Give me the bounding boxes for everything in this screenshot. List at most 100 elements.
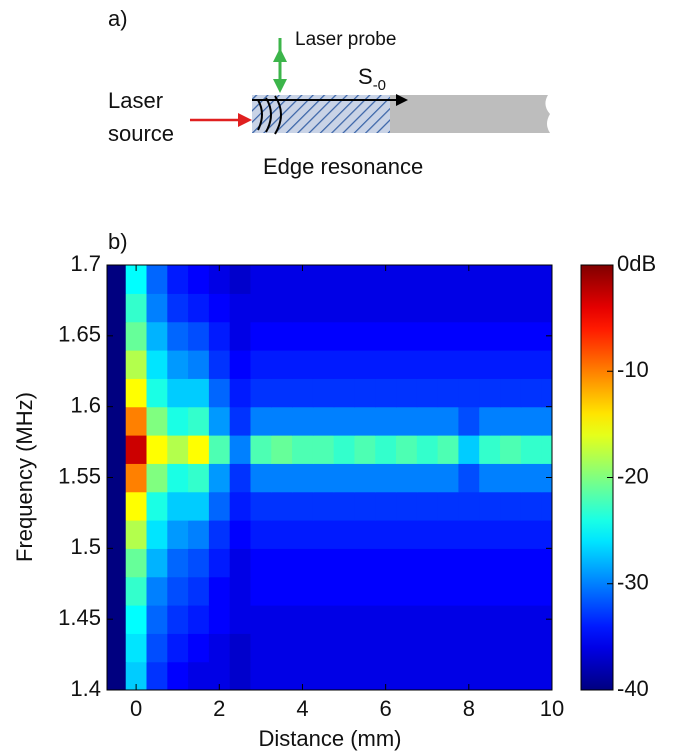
probe-label: Laser probe	[295, 29, 396, 50]
heat-cell	[333, 350, 356, 379]
heat-cell	[146, 520, 168, 549]
heat-cell	[500, 321, 522, 351]
heat-cell	[333, 605, 356, 634]
heat-cell	[229, 661, 252, 690]
x-tick-label: 4	[296, 696, 308, 721]
heat-cell	[229, 321, 252, 351]
x-tick-label: 6	[380, 696, 392, 721]
heat-cell	[188, 548, 210, 578]
heat-cell	[479, 463, 501, 493]
y-tick-label: 1.4	[70, 676, 101, 701]
heat-cell	[458, 661, 480, 690]
heat-cell	[437, 661, 460, 690]
heat-cell	[479, 350, 501, 379]
heat-cell	[479, 435, 501, 464]
heat-cell	[396, 378, 418, 408]
heat-cell	[208, 378, 231, 408]
heat-cell	[271, 605, 293, 634]
heat-cell	[188, 265, 210, 294]
heat-cell	[250, 350, 272, 379]
heat-cell	[520, 520, 543, 549]
heat-cell	[354, 520, 376, 549]
heat-cell	[354, 350, 376, 379]
heat-cell	[312, 463, 335, 493]
heat-cell	[250, 321, 272, 351]
heat-cell	[500, 576, 522, 606]
heat-cell	[520, 633, 543, 663]
heat-cell	[354, 548, 376, 578]
heat-cell	[541, 633, 552, 663]
heat-cell	[416, 321, 439, 351]
heat-cell	[333, 633, 356, 663]
heat-cell	[292, 661, 314, 690]
heat-cell	[208, 520, 231, 549]
heat-cell	[312, 293, 335, 323]
heat-cell	[375, 321, 397, 351]
heat-cell	[479, 265, 501, 294]
heat-cell	[292, 293, 314, 323]
heat-cell	[520, 406, 543, 436]
caption: Edge resonance	[263, 154, 423, 179]
heat-cell	[416, 548, 439, 578]
heat-cell	[146, 265, 168, 294]
heat-cell	[312, 548, 335, 578]
heat-cell	[396, 491, 418, 521]
heat-cell	[333, 548, 356, 578]
heat-cell	[125, 406, 148, 436]
panel-label: b)	[108, 229, 128, 254]
heat-cell	[458, 605, 480, 634]
heat-cell	[479, 406, 501, 436]
heat-cell	[167, 265, 189, 294]
heat-cell	[500, 406, 522, 436]
heat-cell	[396, 293, 418, 323]
heat-cell	[167, 435, 189, 464]
heat-cell	[107, 265, 127, 294]
heat-cell	[541, 293, 552, 323]
heat-cell	[292, 605, 314, 634]
heat-cell	[333, 463, 356, 493]
heat-cell	[312, 661, 335, 690]
diagram: a) Laser probe S-0 Laser source Edge res…	[108, 6, 550, 179]
heat-cell	[541, 378, 552, 408]
heat-cell	[520, 661, 543, 690]
heat-cell	[541, 576, 552, 606]
heat-cell	[271, 265, 293, 294]
heat-cell	[208, 605, 231, 634]
colorbar-tick-label: -20	[617, 463, 649, 488]
heat-cell	[333, 378, 356, 408]
heat-cell	[375, 576, 397, 606]
heat-cell	[167, 548, 189, 578]
heat-cell	[354, 265, 376, 294]
heat-cell	[125, 576, 148, 606]
y-tick-label: 1.65	[58, 322, 101, 347]
heat-cell	[229, 265, 252, 294]
heat-cell	[229, 350, 252, 379]
heat-cell	[107, 520, 127, 549]
heat-cell	[167, 350, 189, 379]
heat-cell	[250, 520, 272, 549]
heat-cell	[520, 576, 543, 606]
heat-cell	[167, 633, 189, 663]
heat-cell	[188, 661, 210, 690]
heat-cell	[354, 633, 376, 663]
heat-cell	[188, 378, 210, 408]
heat-cell	[107, 321, 127, 351]
heat-cell	[125, 321, 148, 351]
heat-cell	[312, 435, 335, 464]
heat-cell	[541, 350, 552, 379]
heat-cell	[333, 435, 356, 464]
heat-cell	[312, 633, 335, 663]
heat-cell	[250, 406, 272, 436]
plate	[390, 95, 550, 133]
heat-cell	[396, 265, 418, 294]
heat-cell	[125, 605, 148, 634]
wave-subscript: -0	[373, 77, 386, 94]
heat-cell	[125, 463, 148, 493]
colorbar-tick-label: -40	[617, 676, 649, 701]
heat-cell	[107, 491, 127, 521]
heat-cell	[107, 661, 127, 690]
heat-cell	[458, 463, 480, 493]
heat-cell	[375, 605, 397, 634]
heat-cell	[375, 435, 397, 464]
heat-cell	[271, 491, 293, 521]
